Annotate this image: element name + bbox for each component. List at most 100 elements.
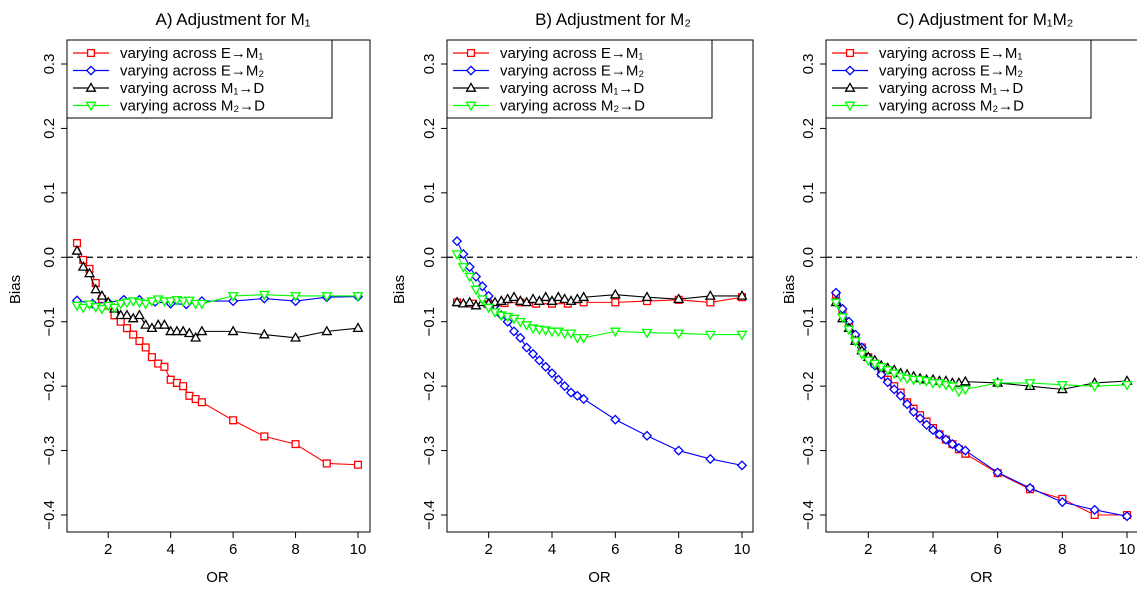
data-point [953,387,965,398]
data-point [534,355,545,366]
panel-b-xtick-label: 4 [548,541,556,558]
data-point [464,296,476,307]
panel-b-ytick-label: 0.2 [421,118,438,139]
data-point [609,288,621,299]
data-point [908,406,919,418]
data-point [190,331,202,342]
data-point [451,250,463,260]
legend-label-3: varying across M₁→D [879,80,1023,97]
legend-label-2: varying across E→M₂ [879,63,1023,80]
panel-c-title: C) Adjustment for M₁M₂ [897,10,1074,29]
panel-c-ytick-label: 0.2 [800,118,817,139]
legend-marker-1 [466,48,476,58]
data-point [258,328,270,339]
panel-b-xlabel: OR [588,569,611,586]
data-point [641,430,653,441]
legend-marker-3 [844,82,856,92]
data-point [1024,482,1036,494]
data-point [196,299,208,310]
data-point [953,442,964,454]
data-point [960,445,971,456]
data-point [165,297,177,308]
panel-a-ytick-label: −0.4 [41,500,58,530]
legend-label-1: varying across E→M₁ [500,45,643,62]
panel-b-xtick-label: 8 [674,541,682,558]
panel-a-xtick-label: 6 [229,541,237,558]
data-point [947,439,958,450]
panel-c-xtick-label: 8 [1058,541,1066,558]
data-point [706,298,715,307]
data-point [196,325,208,336]
data-point [527,348,539,360]
panel-b-ylabel: Bias [391,275,408,304]
panel-c-ytick-label: −0.2 [800,371,817,401]
data-point [96,290,108,300]
panel-a-ytick-label: −0.2 [41,371,58,401]
data-point [72,239,82,248]
data-point [921,419,932,430]
data-point [992,467,1003,478]
data-point [527,293,539,304]
data-point [610,414,621,425]
data-point [121,298,133,309]
legend-label-1: varying across E→M₁ [879,45,1022,62]
legend-marker-1 [845,48,855,58]
panel-a-legend-box [66,39,333,119]
data-point [133,309,145,320]
panel-b-ytick-label: −0.2 [421,371,438,401]
legend-label-1: varying across E→M₁ [120,45,263,62]
data-point [940,434,952,445]
legend-label-2: varying across E→M₂ [500,63,644,80]
data-point [914,413,926,424]
data-point [882,377,893,388]
legend-marker-4 [465,101,477,112]
panel-c-xtick-label: 4 [929,541,937,558]
panel-c-ytick-label: 0.3 [800,54,817,75]
legend-label-4: varying across M₂→D [879,98,1024,115]
data-point [90,283,102,294]
series-line-1 [835,294,1127,516]
data-point [321,292,333,302]
legend-marker-1 [86,48,96,58]
data-point [227,292,239,302]
series-line-2 [456,240,743,466]
data-point [514,295,526,305]
panel-a-ytick-label: 0.1 [41,182,58,203]
data-point [140,319,152,329]
data-point [895,390,906,401]
data-point [322,459,331,468]
data-point [77,261,89,271]
panel-c: C) Adjustment for M₁M₂ OR Bias −0.4 −0.3 −… [781,10,1137,586]
data-point [96,304,108,315]
data-point [704,290,716,300]
panel-b-ytick-label: 0.1 [421,182,438,203]
data-point [1089,504,1100,515]
data-point [140,299,152,310]
data-point [116,317,125,326]
data-point [546,327,558,338]
legend-marker-2 [465,65,477,76]
data-point [673,445,684,456]
data-point [290,292,302,302]
data-point [227,325,239,336]
data-point [641,328,653,339]
data-point [451,236,463,247]
data-point [291,440,300,449]
data-point [992,379,1004,389]
data-point [352,322,364,333]
panel-c-xtick-label: 10 [1119,541,1136,558]
data-point [902,399,913,410]
data-point [908,375,920,386]
data-point [876,369,887,380]
data-point [1024,379,1036,389]
panel-a-ytick-label: −0.1 [41,307,58,337]
panel-a-title: A) Adjustment for M₁ [155,10,310,29]
data-point [352,292,364,302]
panel-c-ytick-label: 0.0 [800,247,817,268]
panel-a-ytick-label: 0.2 [41,118,58,139]
data-point [578,333,590,344]
panel-b-ytick-label: 0.0 [421,247,438,268]
data-point [611,298,620,307]
